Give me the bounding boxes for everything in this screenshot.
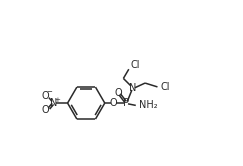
Text: O: O (41, 91, 49, 101)
Text: P: P (123, 98, 130, 108)
Text: −: − (46, 89, 52, 95)
Text: +: + (54, 97, 60, 103)
Text: O: O (41, 105, 49, 115)
Text: N: N (50, 98, 57, 108)
Text: Cl: Cl (130, 60, 140, 70)
Text: O: O (115, 88, 122, 98)
Text: O: O (110, 98, 117, 108)
Text: NH₂: NH₂ (139, 100, 157, 110)
Text: Cl: Cl (161, 82, 170, 92)
Text: N: N (129, 83, 136, 93)
